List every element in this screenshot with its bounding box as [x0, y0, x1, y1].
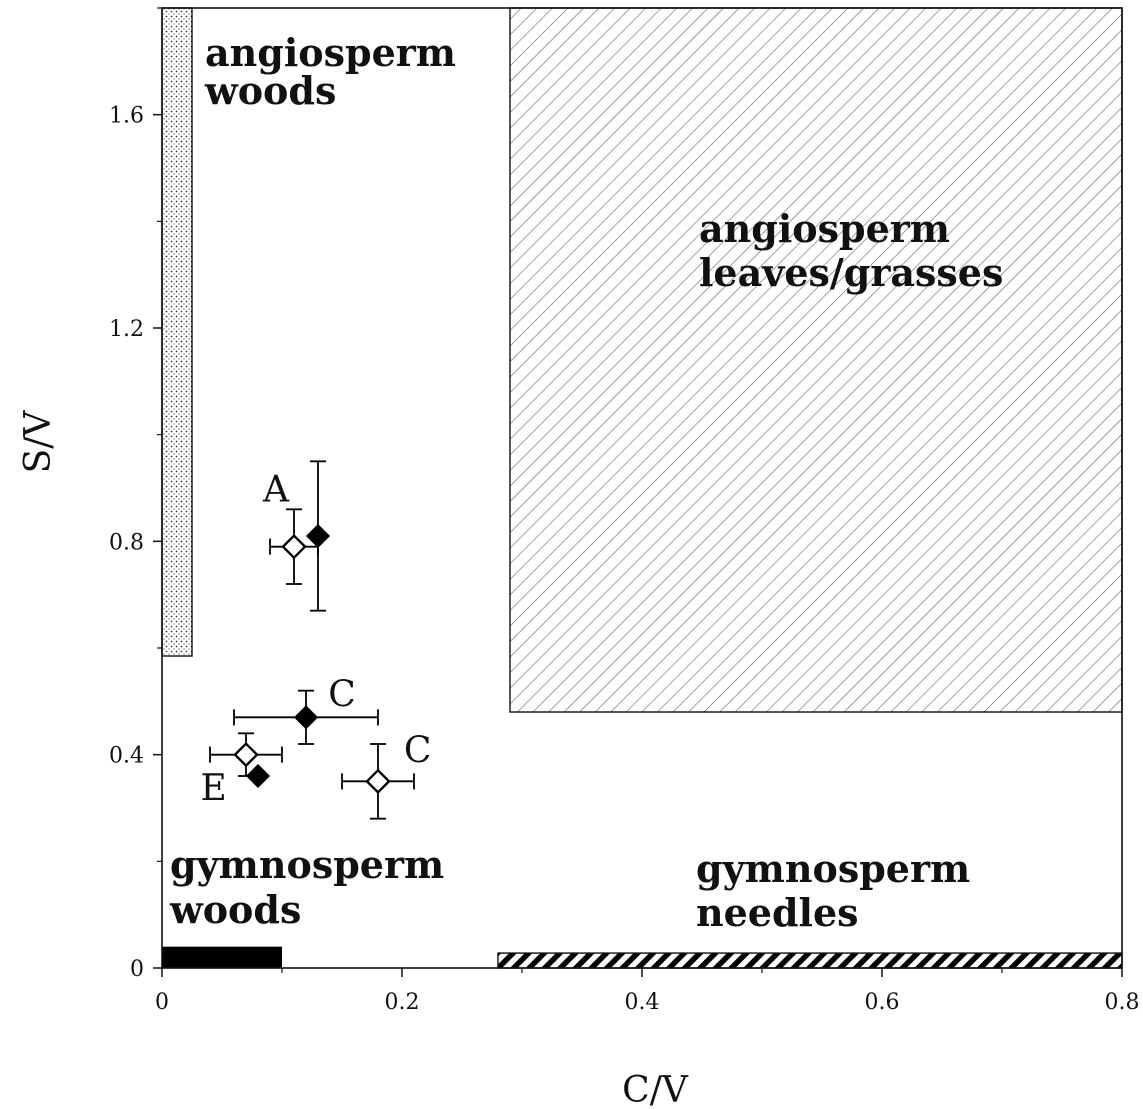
open-diamond-point [281, 533, 307, 560]
filled-diamond-point [245, 763, 271, 789]
region-label-angio-leaves: angiosperm leaves/grasses [699, 206, 1003, 295]
marks-layer [209, 460, 415, 820]
open-diamond-point [233, 741, 259, 768]
region-label-line: woods [204, 68, 336, 113]
region-angio-woods [161, 7, 193, 657]
region-label-line: angiosperm [205, 30, 456, 75]
filled-diamond-point [305, 523, 331, 549]
region-label-line: leaves/grasses [699, 250, 1003, 295]
region-label-line: gymnosperm [696, 846, 970, 891]
y-tick-label: 0.4 [109, 744, 144, 769]
region-label-line: woods [169, 887, 301, 932]
region-gymno-woods [162, 946, 282, 968]
x-tick-label: 0 [155, 990, 169, 1015]
open-diamond-point [365, 768, 391, 795]
x-tick-label: 0.4 [625, 990, 660, 1015]
point-label: E [200, 768, 226, 809]
point-label: C [404, 731, 432, 772]
region-label-angio-woods: angiosperm woods [204, 30, 456, 113]
region-label-line: needles [696, 890, 859, 935]
region-label-gymno-woods: gymnosperm woods [169, 842, 444, 932]
y-tick-label: 1.2 [109, 317, 144, 342]
point-label: C [328, 675, 356, 716]
y-tick-label: 0.8 [109, 530, 144, 555]
x-tick-label: 0.6 [865, 990, 900, 1015]
region-label-line: gymnosperm [170, 842, 444, 887]
region-gymno-needles [497, 952, 1123, 969]
axes-layer: 0 0.2 0.4 0.6 0.8 0 0.4 0.8 1.2 1.6 C/V S/V [18, 7, 1140, 1109]
y-axis-label: S/V [18, 410, 59, 474]
point-label: A [262, 469, 290, 510]
region-label-gymno-needles: gymnosperm needles [696, 846, 970, 935]
filled-diamond-point [293, 705, 319, 730]
x-tick-label: 0.2 [385, 990, 420, 1015]
y-tick-label: 0 [130, 957, 144, 982]
region-layer [161, 7, 1123, 969]
region-angio-leaves [509, 7, 1123, 713]
x-axis-label: C/V [622, 1070, 689, 1109]
region-label-line: angiosperm [699, 206, 950, 251]
y-tick-label: 1.6 [109, 104, 144, 129]
x-tick-label: 0.8 [1105, 990, 1140, 1015]
